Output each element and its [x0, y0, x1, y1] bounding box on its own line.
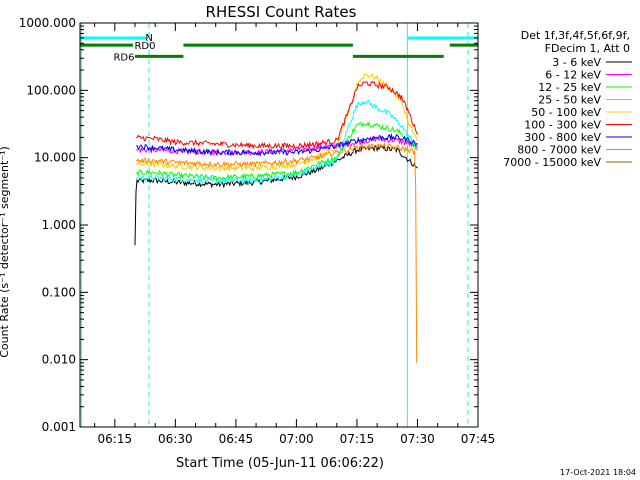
plot-frame	[79, 22, 479, 428]
state-bar-label-rd0: RD0	[134, 41, 155, 52]
legend-entry-label: 50 - 100 keV	[531, 106, 601, 119]
chart-title: RHESSI Count Rates	[206, 3, 357, 21]
legend-entry-label: 3 - 6 keV	[552, 56, 601, 69]
series-line	[136, 72, 418, 173]
y-tick-label: 0.010	[42, 353, 76, 367]
x-tick-label: 07:15	[340, 432, 375, 446]
legend-entry-label: 6 - 12 keV	[545, 69, 601, 82]
legend-entry-label: 12 - 25 keV	[538, 81, 601, 94]
y-tick-label: 10.000	[34, 151, 76, 165]
legend-entry-label: 7000 - 15000 keV	[503, 156, 601, 169]
series-lines	[134, 72, 418, 363]
legend-entry-label: 100 - 300 keV	[524, 119, 601, 132]
y-axis-label: Count Rate (s⁻¹ detector⁻¹ segment⁻¹)	[0, 146, 11, 358]
series-line	[134, 144, 418, 246]
axes: 0.001 0.010 0.100 1.000 10.000 100.000 1000.00…	[19, 16, 496, 446]
x-tick-label: 07:00	[279, 432, 314, 446]
y-tick-label: 1000.000	[19, 16, 76, 30]
state-bar-label-rd6: RD6	[113, 52, 134, 63]
x-tick-label: 07:30	[400, 432, 435, 446]
y-tick-label: 100.000	[26, 83, 76, 97]
legend-header-line1: Det 1f,3f,4f,5f,6f,9f,	[521, 29, 630, 42]
legend-header-line2: FDecim 1, Att 0	[545, 42, 630, 55]
y-tick-label: 0.001	[42, 420, 76, 434]
series-line	[136, 120, 418, 182]
x-tick-label: 06:30	[158, 432, 193, 446]
x-tick-label: 06:15	[98, 432, 133, 446]
legend-entry-label: 25 - 50 keV	[538, 94, 601, 107]
legend-entry-label: 300 - 800 keV	[524, 131, 601, 144]
series-line	[136, 142, 418, 363]
x-tick-label: 07:45	[461, 432, 496, 446]
series-line	[136, 132, 418, 157]
legend: Det 1f,3f,4f,5f,6f,9f,FDecim 1, Att 03 -…	[503, 29, 632, 169]
series-line	[136, 80, 418, 150]
y-tick-label: 0.100	[42, 285, 76, 299]
state-bar-label-n: N	[145, 33, 152, 44]
vertical-markers	[80, 23, 469, 427]
legend-entry-label: 800 - 7000 keV	[517, 144, 601, 157]
x-axis-label: Start Time (05-Jun-11 06:06:22)	[176, 456, 384, 471]
footer-timestamp: 17-Oct-2021 18:04	[560, 468, 636, 477]
y-tick-label: 1.000	[42, 218, 76, 232]
x-tick-label: 06:45	[219, 432, 254, 446]
series-line	[136, 99, 418, 185]
